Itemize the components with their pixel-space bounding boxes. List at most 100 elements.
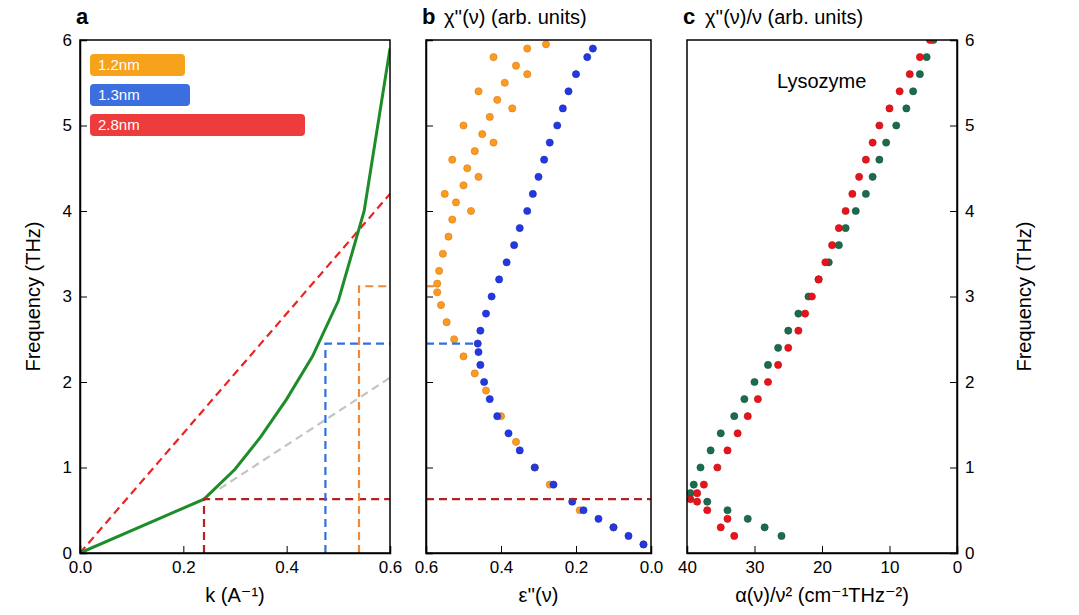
x-axis: 403020100 [678, 546, 962, 577]
y-tick-mark [80, 211, 87, 212]
x-axis: 0.00.20.40.6 [69, 546, 403, 577]
x-tick: 0.4 [275, 546, 299, 577]
x-tick-label: 0.6 [379, 558, 403, 577]
point [724, 515, 731, 522]
y-tick: 4 [63, 202, 87, 221]
y-tick-label: 2 [965, 373, 974, 392]
point [524, 207, 531, 214]
point [482, 310, 489, 317]
point [449, 216, 456, 223]
point [694, 490, 701, 497]
point [559, 105, 566, 112]
y-axis: 0123456 [950, 31, 974, 563]
y-tick-mark [950, 126, 957, 127]
y-axis: 0123456 [63, 31, 87, 563]
y-tick-mark [950, 211, 957, 212]
point [775, 344, 782, 351]
point [862, 190, 869, 197]
scale-bar-label: 1.3nm [98, 86, 140, 103]
x-axis-title: ε''(ν) [519, 584, 559, 606]
point [479, 130, 486, 137]
point [443, 319, 450, 326]
point [829, 242, 836, 249]
x-tick-mark [822, 546, 823, 553]
y-tick-label: 6 [965, 31, 974, 50]
point [785, 344, 792, 351]
y-tick-label: 5 [63, 116, 72, 135]
x-tick-mark [890, 546, 891, 553]
point [437, 301, 444, 308]
y-tick-label: 5 [965, 116, 974, 135]
panel-title: χ''(ν) (arb. units) [444, 6, 587, 28]
scatter-series [687, 40, 937, 540]
plot-frame [687, 40, 957, 553]
point [535, 173, 542, 180]
y-tick-label: 3 [965, 287, 974, 306]
y-tick [426, 40, 433, 41]
point [452, 199, 459, 206]
panel-title: χ''(ν)/ν (arb. units) [705, 6, 863, 28]
point [849, 190, 856, 197]
y-tick-mark [426, 297, 433, 298]
y-tick-mark [80, 297, 87, 298]
point [775, 361, 782, 368]
annotation: Lysozyme [777, 70, 866, 92]
y-tick-mark [80, 40, 87, 41]
point [541, 156, 548, 163]
point [584, 54, 591, 61]
point [494, 413, 501, 420]
point [903, 105, 910, 112]
scale-bar [90, 84, 190, 106]
x-tick-label: 0.4 [490, 558, 514, 577]
y-tick-label: 3 [63, 287, 72, 306]
point [512, 62, 519, 69]
point [436, 267, 443, 274]
point [546, 139, 553, 146]
point [815, 276, 822, 283]
panel: 0.00.20.40.60123456k (A⁻¹)Frequency (THz… [22, 4, 402, 606]
point [707, 447, 714, 454]
y-tick: 1 [63, 458, 87, 477]
x-tick-label: 0.0 [69, 558, 93, 577]
panel-letter: a [76, 4, 89, 29]
point [883, 139, 890, 146]
point [852, 207, 859, 214]
y-tick-mark [80, 553, 87, 554]
point [761, 524, 768, 531]
point [475, 173, 482, 180]
x-tick-label: 0.2 [565, 558, 589, 577]
y-tick-label: 6 [63, 31, 72, 50]
point [511, 242, 518, 249]
point [475, 348, 482, 355]
point [916, 54, 923, 61]
point [505, 430, 512, 437]
point [503, 259, 510, 266]
x-tick: 10 [881, 546, 900, 577]
y-axis-line [81, 41, 88, 554]
y-tick [426, 553, 433, 554]
point [434, 289, 441, 296]
point [697, 464, 704, 471]
x-tick-mark [390, 546, 391, 553]
point [640, 541, 647, 548]
point [856, 173, 863, 180]
y-tick-mark [426, 553, 433, 554]
point [869, 173, 876, 180]
y-tick-label: 4 [63, 202, 72, 221]
point [640, 541, 647, 548]
point [910, 88, 917, 95]
x-axis-line [688, 546, 958, 554]
dashed-line [359, 286, 390, 553]
y-tick-label: 0 [63, 544, 72, 563]
point [494, 96, 501, 103]
y-tick-mark [426, 468, 433, 469]
x-tick-mark [501, 546, 502, 553]
x-axis-title: α(ν)/ν² (cm⁻¹THz⁻²) [735, 584, 909, 606]
point [580, 507, 587, 514]
point [717, 430, 724, 437]
point [724, 447, 731, 454]
scatter-series [687, 40, 934, 540]
point [471, 370, 478, 377]
x-tick-label: 30 [746, 558, 765, 577]
point [876, 122, 883, 129]
